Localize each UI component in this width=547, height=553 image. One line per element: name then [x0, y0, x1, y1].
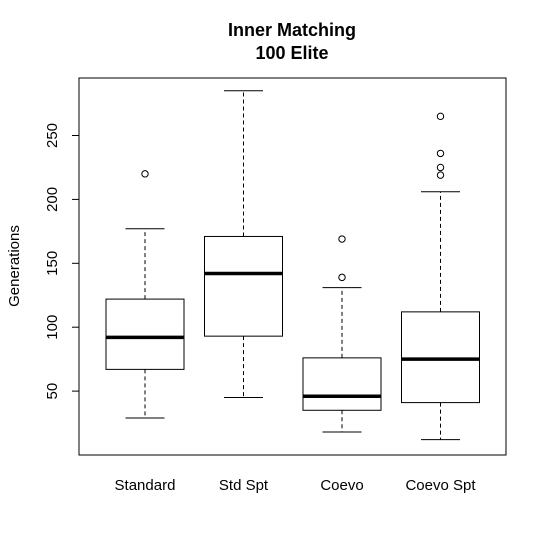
outlier-point: [436, 171, 445, 179]
boxes-group: [105, 90, 480, 441]
chart-subtitle: 100 Elite: [255, 43, 328, 63]
iqr-box: [204, 235, 283, 337]
box-coevo: [302, 235, 382, 433]
y-axis: 50 100 150 200 250: [44, 123, 80, 400]
y-tick-label: 150: [44, 251, 61, 276]
y-axis-label: Generations: [6, 225, 23, 307]
x-tick-label: Coevo Spt: [405, 477, 476, 494]
outlier-point: [141, 170, 149, 178]
y-tick-label: 200: [44, 187, 61, 212]
chart-title: Inner Matching: [228, 20, 356, 40]
outlier-point: [436, 163, 445, 172]
outlier-point: [338, 235, 346, 243]
iqr-box: [105, 298, 185, 370]
box-std-spt: [204, 90, 283, 398]
iqr-box: [401, 311, 480, 404]
x-tick-label: Coevo: [320, 477, 363, 494]
outlier-point: [436, 112, 445, 121]
box-standard: [105, 170, 185, 419]
y-tick-label: 100: [44, 315, 61, 340]
y-tick-label: 250: [44, 123, 61, 148]
box-coevo-spt: [401, 112, 480, 441]
y-tick-label: 50: [44, 383, 61, 400]
x-axis-labels: Standard Std Spt Coevo Coevo Spt: [115, 477, 477, 494]
x-tick-label: Std Spt: [219, 477, 269, 494]
x-tick-label: Standard: [115, 477, 176, 494]
iqr-box: [302, 357, 382, 411]
outlier-point: [436, 149, 445, 158]
outlier-point: [338, 273, 346, 282]
